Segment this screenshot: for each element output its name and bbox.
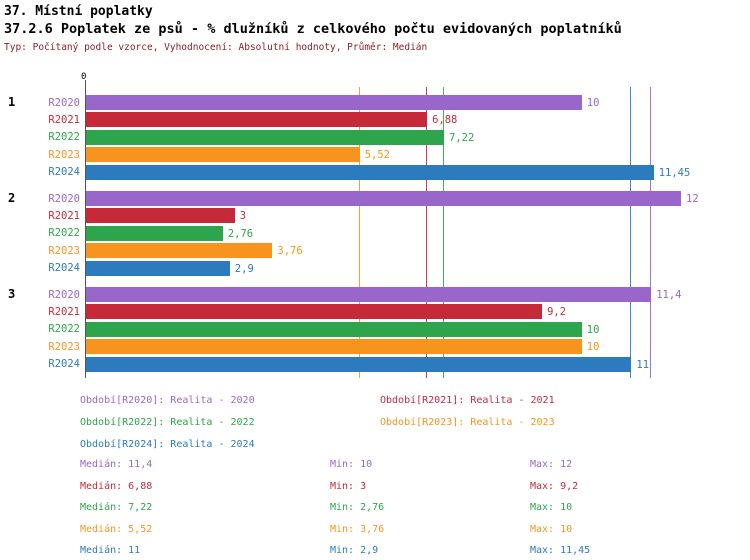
bar-value-label: 10 (586, 341, 600, 354)
bar-series-label-R2023: R2023 (48, 244, 80, 257)
stat-max-R2023: Max: 10 (530, 523, 573, 535)
bar-R2022-group2 (86, 225, 223, 241)
stat-min-R2020: Min: 10 (330, 459, 373, 470)
stat-max-R2022: Max: 10 (530, 502, 573, 513)
bar-series-label-R2020: R2020 (48, 192, 80, 205)
group-label-1: 1 (8, 95, 16, 109)
bar-R2024-group1 (86, 164, 654, 180)
bar-R2020-group2 (86, 191, 681, 206)
stat-min-R2023: Min: 3,76 (330, 523, 385, 535)
bar-series-label-R2024: R2024 (48, 358, 80, 371)
stat-max-R2024: Max: 11,45 (530, 545, 591, 556)
bar-series-label-R2021: R2021 (48, 305, 80, 318)
bar-R2024-group3 (86, 356, 632, 372)
stat-median-R2024: Medián: 11 (80, 545, 141, 556)
legend-item-R2021: Období[R2021]: Realita - 2021 (380, 395, 555, 406)
bar-series-label-R2023: R2023 (48, 148, 80, 161)
bar-value-label: 3 (239, 210, 247, 223)
median-line-R2023 (358, 87, 360, 378)
median-line-R2024 (630, 87, 632, 378)
bar-series-label-R2022: R2022 (48, 131, 80, 144)
bar-value-label: 5,52 (364, 149, 390, 162)
legend-item-R2024: Období[R2024]: Realita - 2024 (80, 439, 255, 450)
bar-R2020-group3 (86, 287, 652, 302)
bar-value-label: 10 (586, 323, 600, 336)
bar-value-label: 11,45 (658, 166, 691, 179)
stat-median-R2021: Medián: 6,88 (80, 480, 153, 492)
bar-value-label: 12 (686, 193, 699, 205)
bar-value-label: 2,9 (234, 262, 254, 275)
bar-R2023-group2 (86, 243, 273, 259)
y-axis-line (85, 80, 86, 378)
bar-R2020-group1 (86, 95, 582, 110)
stat-median-R2020: Medián: 11,4 (80, 459, 153, 470)
x-axis-zero-label: 0 (81, 72, 87, 82)
bar-series-label-R2020: R2020 (48, 96, 80, 109)
stat-median-R2023: Medián: 5,52 (80, 523, 153, 535)
group-label-3: 3 (8, 287, 16, 301)
bar-value-label: 10 (586, 97, 600, 109)
legend-item-R2023: Období[R2023]: Realita - 2023 (380, 417, 555, 428)
bar-series-label-R2021: R2021 (48, 113, 80, 126)
bar-series-label-R2022: R2022 (48, 227, 80, 240)
bar-series-label-R2024: R2024 (48, 262, 80, 275)
bar-R2024-group2 (86, 260, 230, 276)
bar-R2021-group1 (86, 112, 428, 128)
bar-series-label-R2023: R2023 (48, 340, 80, 353)
median-line-R2021 (426, 87, 428, 378)
bar-series-label-R2020: R2020 (48, 288, 80, 301)
bar-R2022-group3 (86, 321, 582, 337)
bar-value-label: 11 (636, 358, 650, 371)
bar-value-label: 9,2 (547, 306, 567, 319)
bar-series-label-R2024: R2024 (48, 166, 80, 179)
stat-max-R2021: Max: 9,2 (530, 480, 579, 492)
chart-subtitle: Typ: Počítaný podle vzorce, Vyhodnocení:… (4, 42, 428, 53)
stat-min-R2021: Min: 3 (330, 480, 367, 492)
bar-value-label: 3,76 (277, 245, 303, 258)
stat-median-R2022: Medián: 7,22 (80, 502, 153, 513)
bar-series-label-R2022: R2022 (48, 323, 80, 336)
bar-value-label: 2,76 (227, 227, 254, 240)
stat-max-R2020: Max: 12 (530, 459, 573, 470)
chart-title: 37.2.6 Poplatek ze psů - % dlužníků z ce… (4, 21, 622, 37)
bar-R2022-group1 (86, 129, 444, 145)
report-section-title: 37. Místní poplatky (4, 4, 153, 19)
legend-item-R2022: Období[R2022]: Realita - 2022 (80, 417, 255, 428)
group-label-2: 2 (8, 191, 16, 205)
bar-R2023-group1 (86, 147, 360, 163)
bar-value-label: 11,4 (656, 289, 682, 301)
bar-value-label: 7,22 (449, 131, 475, 144)
bar-R2023-group3 (86, 339, 582, 355)
legend-item-R2020: Období[R2020]: Realita - 2020 (80, 395, 255, 406)
bar-R2021-group2 (86, 208, 235, 224)
bar-R2021-group3 (86, 304, 543, 320)
median-line-R2020 (650, 87, 652, 378)
bar-value-label: 6,88 (432, 114, 458, 127)
stat-min-R2022: Min: 2,76 (330, 502, 385, 513)
stat-min-R2024: Min: 2,9 (330, 545, 379, 556)
bar-series-label-R2021: R2021 (48, 209, 80, 222)
median-line-R2022 (443, 87, 444, 378)
